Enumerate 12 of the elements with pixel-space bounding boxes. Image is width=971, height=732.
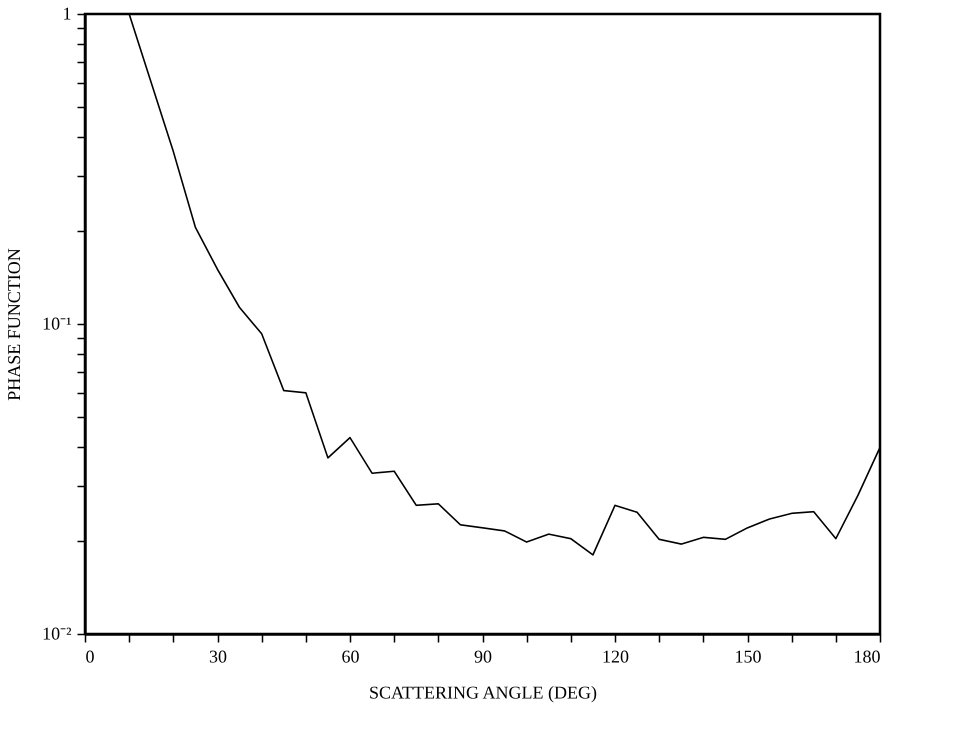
x-tick-label: 0 bbox=[86, 646, 94, 666]
x-tick-label: 30 bbox=[209, 646, 227, 666]
x-axis-title: SCATTERING ANGLE (DEG) bbox=[369, 682, 597, 702]
x-tick-label: 90 bbox=[474, 646, 492, 666]
y-tick-label: 1 bbox=[62, 4, 72, 24]
y-axis-title: PHASE FUNCTION bbox=[4, 248, 24, 401]
x-tick-label: 180 bbox=[854, 646, 880, 666]
x-tick-label: 60 bbox=[342, 646, 360, 666]
x-tick-label: 150 bbox=[734, 646, 762, 666]
y-tick-label: 10⁻² bbox=[42, 624, 72, 644]
y-tick-label: 10⁻¹ bbox=[42, 314, 72, 334]
x-tick-label: 120 bbox=[602, 646, 629, 666]
